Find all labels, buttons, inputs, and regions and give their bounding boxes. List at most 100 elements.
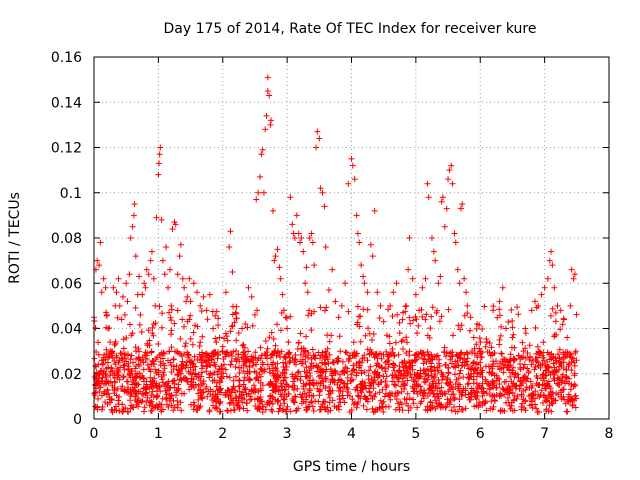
data-point — [213, 308, 220, 315]
data-point — [156, 383, 163, 390]
data-point — [353, 384, 360, 391]
data-point — [168, 393, 175, 400]
data-point — [178, 377, 185, 384]
data-point — [317, 365, 324, 372]
data-point — [393, 396, 400, 403]
data-point — [165, 404, 172, 411]
data-point — [507, 373, 514, 380]
data-point — [466, 365, 473, 372]
data-point — [187, 298, 194, 305]
data-point — [309, 379, 316, 386]
data-point — [343, 384, 350, 391]
data-point — [516, 361, 523, 368]
data-point — [483, 339, 490, 346]
data-point — [434, 393, 441, 400]
data-point — [217, 408, 224, 415]
data-point — [550, 369, 557, 376]
data-point — [246, 357, 253, 364]
data-point — [204, 351, 211, 358]
data-point — [367, 392, 374, 399]
data-point — [439, 194, 446, 201]
data-point — [195, 403, 202, 410]
data-point — [406, 235, 413, 241]
data-point — [152, 320, 159, 327]
data-point — [419, 392, 426, 399]
data-point — [431, 394, 438, 401]
data-point — [443, 376, 450, 383]
data-point — [505, 318, 512, 325]
data-point — [175, 367, 182, 374]
data-point — [119, 383, 126, 390]
data-point — [150, 332, 157, 339]
data-point — [489, 358, 496, 365]
data-point — [562, 380, 569, 387]
data-point — [306, 380, 313, 387]
data-point — [143, 355, 150, 362]
data-point — [508, 402, 515, 409]
data-point — [227, 328, 234, 335]
data-point — [382, 359, 389, 366]
data-point — [224, 349, 231, 356]
data-point — [505, 388, 512, 395]
data-point — [139, 354, 146, 361]
data-point — [159, 257, 166, 264]
data-point — [297, 351, 304, 358]
data-point — [433, 400, 440, 407]
data-point — [406, 348, 413, 355]
data-point — [557, 307, 564, 314]
data-point — [308, 365, 315, 372]
data-point — [339, 388, 346, 395]
data-point — [382, 378, 389, 385]
data-point — [270, 361, 277, 368]
data-point — [479, 402, 486, 409]
data-point — [551, 332, 558, 339]
data-point — [232, 347, 239, 354]
data-point — [344, 392, 351, 399]
data-point — [541, 392, 548, 399]
data-point — [353, 350, 360, 357]
data-point — [285, 351, 292, 358]
data-point — [568, 367, 575, 374]
data-point — [391, 393, 398, 400]
data-point — [238, 392, 245, 399]
data-point — [568, 354, 575, 361]
data-point — [316, 373, 323, 380]
data-point — [456, 403, 463, 410]
data-point — [140, 375, 147, 382]
data-point — [559, 321, 566, 328]
data-point — [477, 348, 484, 355]
data-point — [156, 151, 163, 158]
data-point — [457, 326, 464, 333]
data-point — [240, 341, 247, 348]
data-point — [214, 355, 221, 362]
data-point — [278, 348, 285, 355]
data-point — [172, 348, 179, 355]
data-point — [166, 397, 173, 404]
data-point — [219, 365, 226, 372]
data-point — [274, 360, 281, 367]
data-point — [220, 356, 227, 363]
data-point — [264, 74, 271, 81]
data-point — [383, 373, 390, 380]
data-point — [225, 386, 232, 393]
data-point — [250, 388, 257, 395]
data-point — [348, 407, 355, 414]
data-point — [509, 389, 516, 396]
data-point — [274, 321, 281, 328]
data-point — [540, 339, 547, 346]
data-point — [287, 194, 294, 201]
data-point — [377, 350, 384, 357]
data-point — [105, 380, 112, 387]
data-point — [548, 350, 555, 357]
data-point — [270, 372, 277, 379]
data-point — [274, 398, 281, 405]
data-point — [247, 377, 254, 384]
data-point — [308, 230, 315, 237]
data-point — [470, 334, 477, 341]
data-point — [215, 315, 222, 322]
data-point — [464, 355, 471, 362]
data-point — [116, 408, 123, 415]
data-point — [304, 369, 311, 376]
data-point — [531, 366, 538, 373]
data-point — [342, 364, 349, 371]
